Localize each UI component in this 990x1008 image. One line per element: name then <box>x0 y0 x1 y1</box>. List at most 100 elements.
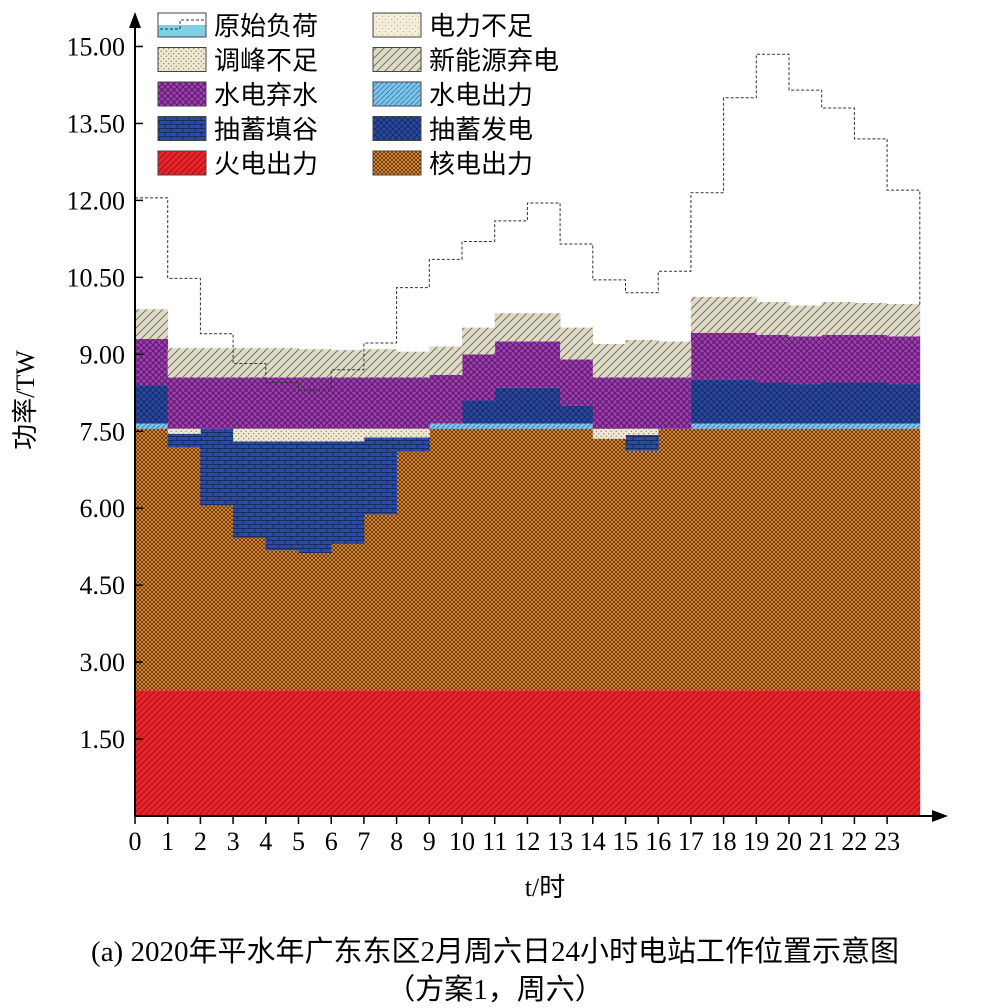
nuclear-bar-8 <box>396 451 430 691</box>
renewable-curtail-bar-9 <box>429 346 463 375</box>
y-tick-label: 7.50 <box>80 417 126 446</box>
hydro-spill-bar-3 <box>233 377 267 429</box>
hydro-spill-bar-20 <box>789 336 823 385</box>
x-tick-label: 1 <box>161 827 174 856</box>
hydro-spill-bar-15 <box>625 377 659 429</box>
legend-item-hydro: 水电出力 <box>372 81 533 111</box>
hydro-spill-bar-23 <box>887 336 921 385</box>
hydro-bar-0 <box>135 423 169 429</box>
pumping-bar-2 <box>200 428 234 506</box>
hydro-spill-bar-12 <box>527 341 561 388</box>
thermal-bar-23 <box>887 690 921 816</box>
nuclear-bar-20 <box>789 428 823 691</box>
ps-generation-bar-21 <box>821 382 855 424</box>
peak-shortage-bar-5 <box>298 428 332 442</box>
renewable-curtail-bar-21 <box>821 301 855 335</box>
renewable-curtail-bar-6 <box>331 350 365 378</box>
nuclear-bar-4 <box>265 550 299 691</box>
renewable-curtail-bar-22 <box>854 303 888 335</box>
nuclear-bar-0 <box>135 428 169 691</box>
peak-shortage-bar-7 <box>363 428 397 438</box>
legend-swatch-top <box>158 13 206 25</box>
x-tick-label: 0 <box>129 827 142 856</box>
nuclear-bar-1 <box>167 447 201 691</box>
thermal-bar-5 <box>298 690 332 816</box>
pumping-bar-3 <box>233 441 267 538</box>
legend-swatch <box>372 116 422 141</box>
hydro-bar-10 <box>462 423 496 429</box>
chart-subtitle: （方案1，周六） <box>386 974 604 1006</box>
legend-swatch <box>157 116 207 141</box>
y-tick-label: 1.50 <box>80 725 126 754</box>
hydro-spill-bar-21 <box>821 334 855 383</box>
x-tick-label: 19 <box>743 827 769 856</box>
x-tick-label: 12 <box>514 827 540 856</box>
x-tick-label: 5 <box>292 827 305 856</box>
pumping-bar-15 <box>625 434 659 451</box>
ps-generation-bar-13 <box>560 405 594 424</box>
peak-shortage-bar-4 <box>265 428 299 442</box>
renewable-curtail-bar-15 <box>625 339 659 378</box>
hydro-bar-20 <box>789 423 823 429</box>
y-tick-label: 6.00 <box>80 494 126 523</box>
thermal-bar-15 <box>625 690 659 816</box>
legend-item-thermal: 火电出力 <box>157 150 318 180</box>
hydro-spill-bar-16 <box>658 377 692 429</box>
x-tick-label: 10 <box>449 827 475 856</box>
x-tick-label: 15 <box>613 827 639 856</box>
nuclear-bar-18 <box>723 428 757 691</box>
ps-generation-bar-0 <box>135 385 169 424</box>
hydro-bar-13 <box>560 423 594 429</box>
legend-label: 电力不足 <box>429 12 533 42</box>
hydro-bar-22 <box>854 423 888 429</box>
thermal-bar-17 <box>690 690 724 816</box>
hydro-bar-9 <box>429 423 463 429</box>
thermal-bar-19 <box>756 690 790 816</box>
thermal-bar-0 <box>135 690 169 816</box>
hydro-spill-bar-17 <box>690 332 724 380</box>
hydro-spill-bar-19 <box>756 334 790 383</box>
hydro-bar-11 <box>494 423 528 429</box>
hydro-spill-bar-0 <box>135 338 169 386</box>
ps-generation-bar-18 <box>723 379 757 424</box>
peak-shortage-bar-3 <box>233 428 267 442</box>
legend-swatch <box>157 47 207 72</box>
peak-shortage-bar-1 <box>167 428 201 434</box>
hydro-spill-bar-7 <box>363 377 397 429</box>
nuclear-bar-23 <box>887 428 921 691</box>
thermal-bar-7 <box>363 690 397 816</box>
y-tick-label: 4.50 <box>80 571 126 600</box>
renewable-curtail-bar-12 <box>527 313 561 342</box>
x-tick-label: 8 <box>390 827 403 856</box>
nuclear-bar-5 <box>298 553 332 691</box>
legend-swatch <box>372 150 422 176</box>
nuclear-bar-16 <box>658 428 692 691</box>
thermal-bar-9 <box>429 690 463 816</box>
nuclear-bar-19 <box>756 428 790 691</box>
x-tick-label: 16 <box>645 827 671 856</box>
legend-item-peak: 调峰不足 <box>157 47 318 77</box>
x-tick-label: 11 <box>482 827 507 856</box>
x-tick-label: 23 <box>874 827 900 856</box>
x-tick-label: 22 <box>841 827 867 856</box>
original-load-line <box>135 53 921 391</box>
renewable-curtail-bar-19 <box>756 301 790 335</box>
renewable-curtail-bar-11 <box>494 313 528 342</box>
hydro-spill-bar-18 <box>723 332 757 380</box>
hydro-bar-21 <box>821 423 855 429</box>
hydro-bar-12 <box>527 423 561 429</box>
legend-label: 调峰不足 <box>214 47 318 77</box>
renewable-curtail-bar-23 <box>887 304 921 337</box>
legend-swatch <box>157 81 207 107</box>
x-tick-label: 14 <box>580 827 606 856</box>
x-tick-label: 3 <box>227 827 240 856</box>
legend-swatch <box>372 12 422 38</box>
renewable-curtail-bar-14 <box>592 344 626 378</box>
y-axis-arrow <box>129 12 141 28</box>
pumping-bar-8 <box>396 437 430 452</box>
nuclear-bar-10 <box>462 428 496 691</box>
thermal-bar-14 <box>592 690 626 816</box>
pumping-bar-1 <box>167 433 201 448</box>
thermal-bar-21 <box>821 690 855 816</box>
peak-shortage-bar-8 <box>396 428 430 438</box>
